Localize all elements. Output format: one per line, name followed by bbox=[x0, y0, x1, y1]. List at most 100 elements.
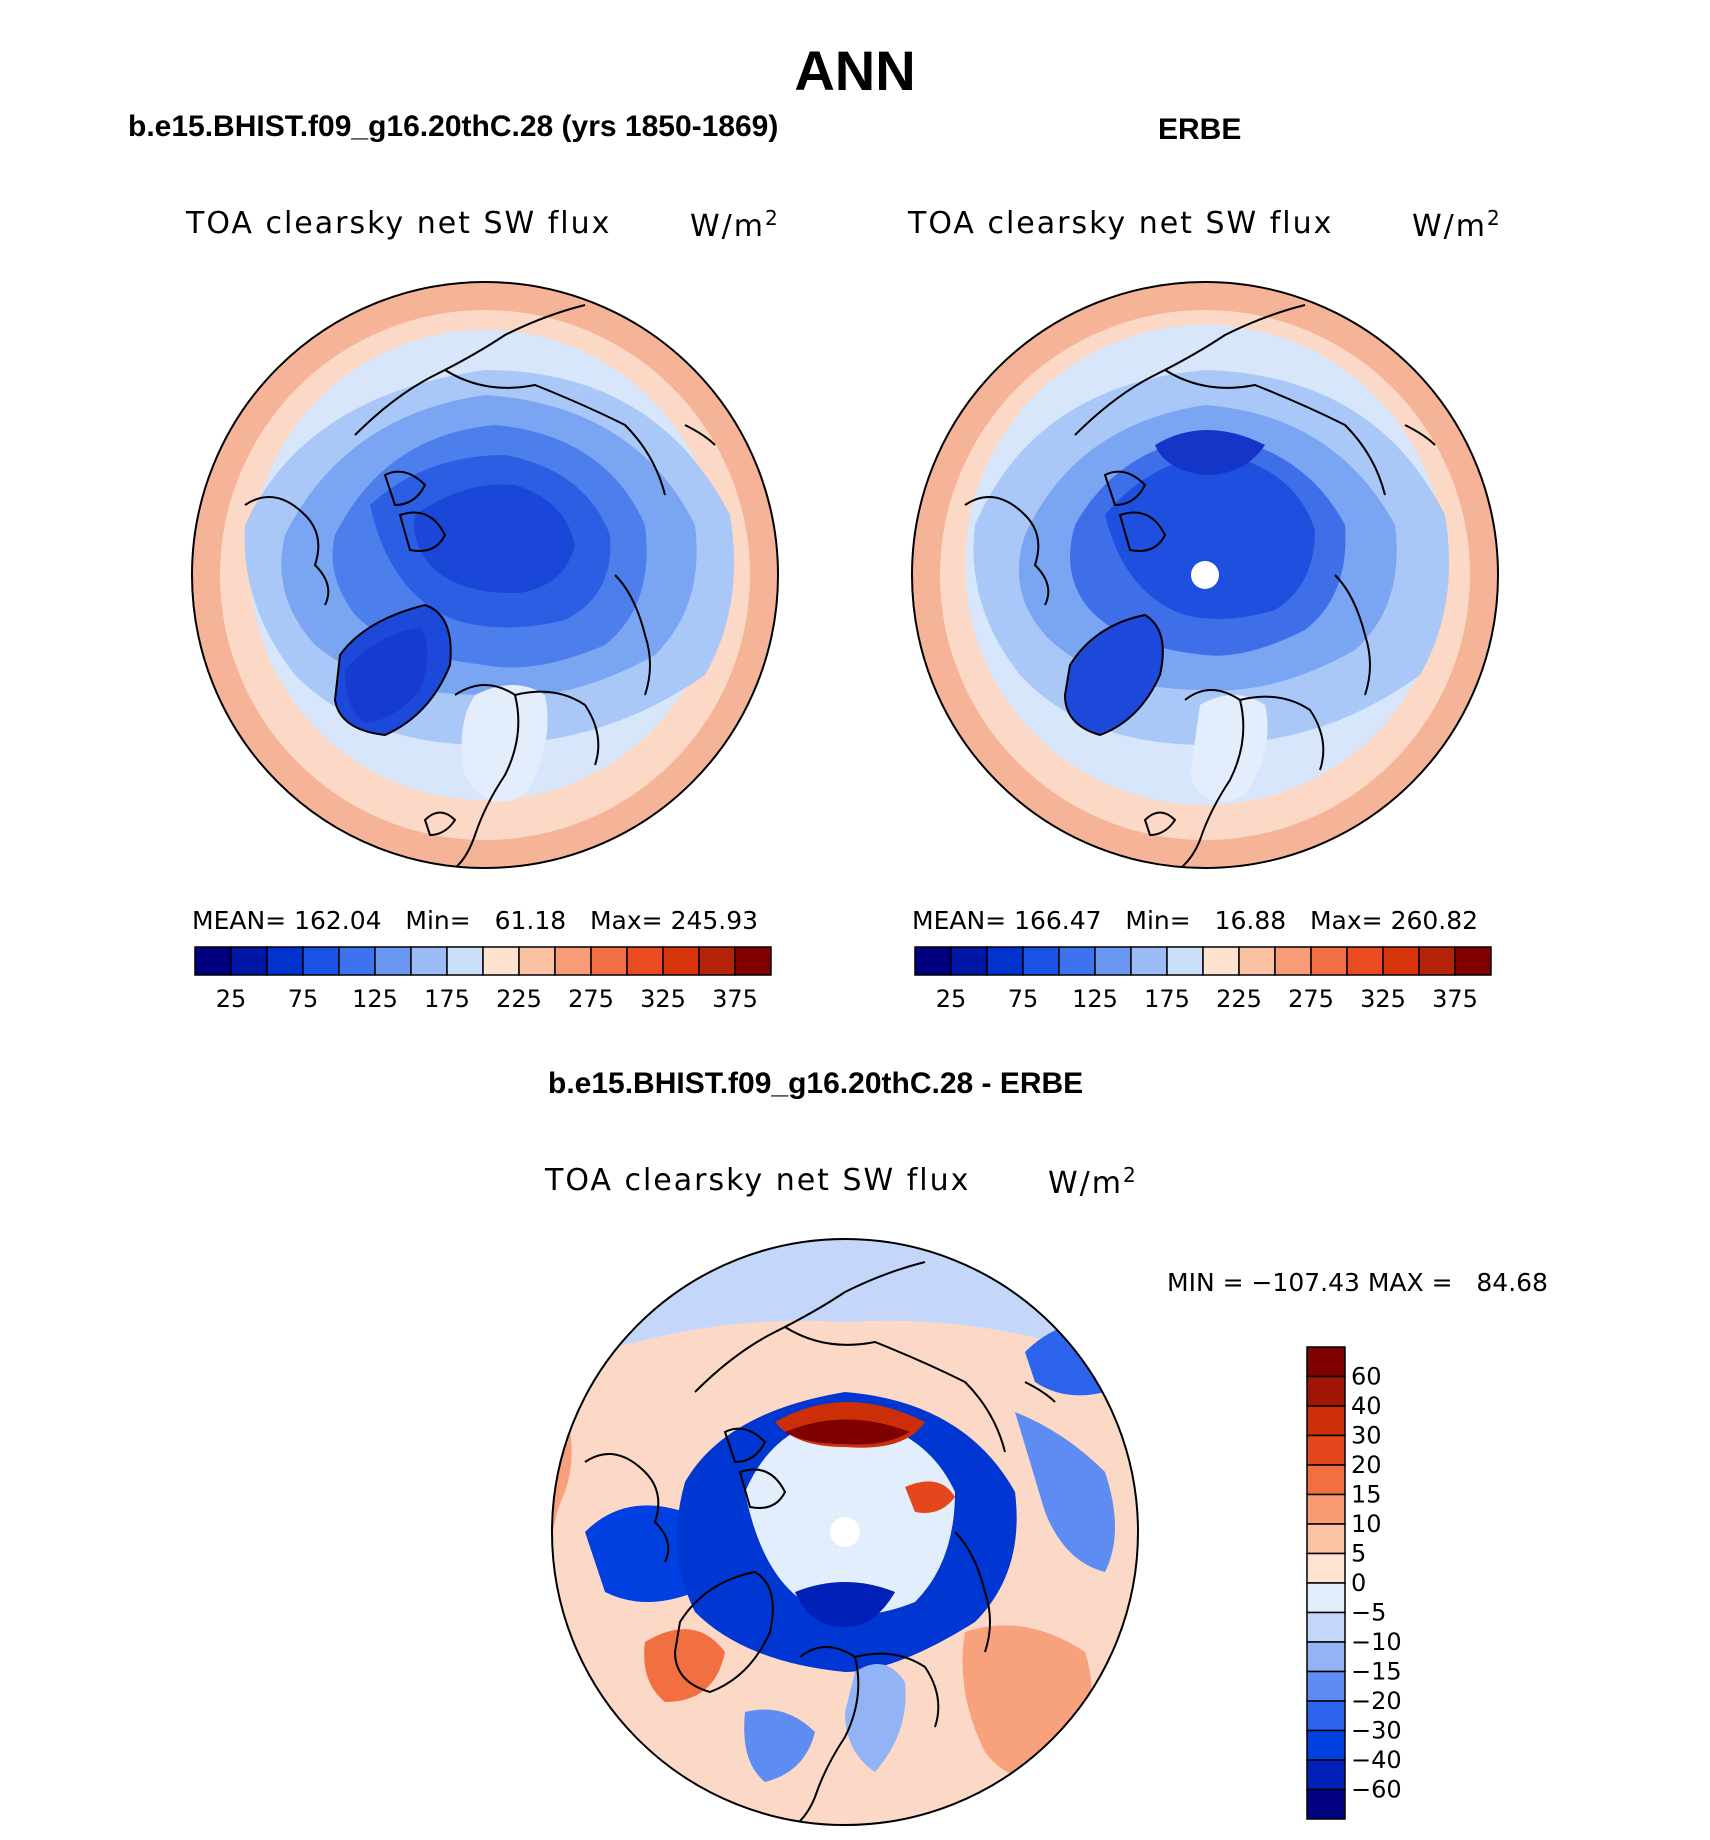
colorbar-tick-label: −60 bbox=[1351, 1776, 1402, 1804]
colorbar-swatch bbox=[1094, 946, 1132, 976]
colorbar-swatch bbox=[1306, 1434, 1346, 1466]
colorbar-tick-label: 325 bbox=[1360, 985, 1406, 1013]
colorbar-tick-label: 375 bbox=[1432, 985, 1478, 1013]
colorbar-swatch bbox=[1306, 1346, 1346, 1378]
colorbar-tick-label: 125 bbox=[1072, 985, 1118, 1013]
colorbar-swatch bbox=[1310, 946, 1348, 976]
colorbar-tick-label: 125 bbox=[352, 985, 398, 1013]
colorbar-swatch bbox=[1418, 946, 1456, 976]
difference-variable-label: TOA clearsky net SW flux bbox=[545, 1163, 971, 1198]
colorbar-tick-label: 10 bbox=[1351, 1510, 1382, 1538]
colorbar-swatch bbox=[194, 946, 232, 976]
model-colorbar: 25 75 125 175 225 275 325 375 bbox=[194, 946, 772, 1013]
difference-minmax: MIN = −107.43 MAX = 84.68 bbox=[1167, 1268, 1548, 1297]
colorbar-swatch bbox=[338, 946, 376, 976]
colorbar-swatch bbox=[1306, 1405, 1346, 1437]
colorbar-swatch bbox=[1306, 1759, 1346, 1791]
model-polar-map bbox=[191, 281, 779, 869]
colorbar-swatch bbox=[914, 946, 952, 976]
colorbar-swatch bbox=[410, 946, 448, 976]
colorbar-tick-label: −20 bbox=[1351, 1687, 1402, 1715]
colorbar-tick-label: 20 bbox=[1351, 1451, 1382, 1479]
colorbar-swatch bbox=[698, 946, 736, 976]
colorbar-swatch bbox=[986, 946, 1024, 976]
model-case-title: b.e15.BHIST.f09_g16.20thC.28 (yrs 1850-1… bbox=[128, 110, 779, 143]
colorbar-swatch bbox=[1306, 1523, 1346, 1555]
obs-polar-map bbox=[911, 281, 1499, 869]
colorbar-swatch bbox=[1346, 946, 1384, 976]
coastline-icon bbox=[584, 1261, 1056, 1825]
colorbar-tick-label: 275 bbox=[1288, 985, 1334, 1013]
obs-variable-label: TOA clearsky net SW flux bbox=[908, 206, 1334, 241]
colorbar-swatch bbox=[1306, 1641, 1346, 1673]
colorbar-swatch bbox=[554, 946, 592, 976]
colorbar-tick-label: 5 bbox=[1351, 1540, 1366, 1568]
colorbar-swatch bbox=[1022, 946, 1060, 976]
colorbar-swatch bbox=[734, 946, 772, 976]
colorbar-tick-label: −30 bbox=[1351, 1717, 1402, 1745]
coastline-icon bbox=[964, 304, 1436, 868]
colorbar-swatch bbox=[1306, 1729, 1346, 1761]
difference-polar-map bbox=[551, 1238, 1139, 1826]
colorbar-tick-label: −10 bbox=[1351, 1628, 1402, 1656]
colorbar-swatch bbox=[230, 946, 268, 976]
colorbar-swatch bbox=[1306, 1788, 1346, 1820]
colorbar-swatch bbox=[1306, 1700, 1346, 1732]
colorbar-tick-label: 15 bbox=[1351, 1481, 1382, 1509]
colorbar-tick-label: 375 bbox=[712, 985, 758, 1013]
colorbar-tick-label: 60 bbox=[1351, 1363, 1382, 1391]
colorbar-swatch bbox=[1306, 1670, 1346, 1702]
colorbar-swatch bbox=[374, 946, 412, 976]
colorbar-tick-label: −15 bbox=[1351, 1658, 1402, 1686]
colorbar-tick-label: 25 bbox=[216, 985, 247, 1013]
colorbar-tick-label: 0 bbox=[1351, 1569, 1366, 1597]
colorbar-tick-label: 275 bbox=[568, 985, 614, 1013]
colorbar-swatch bbox=[626, 946, 664, 976]
colorbar-swatch bbox=[1306, 1375, 1346, 1407]
colorbar-tick-label: 175 bbox=[424, 985, 470, 1013]
colorbar-swatch bbox=[1166, 946, 1204, 976]
obs-colorbar: 25 75 125 175 225 275 325 375 bbox=[914, 946, 1492, 1013]
colorbar-swatch bbox=[1382, 946, 1420, 976]
colorbar-swatch bbox=[1306, 1582, 1346, 1614]
colorbar-tick-label: −5 bbox=[1351, 1599, 1386, 1627]
colorbar-tick-label: 175 bbox=[1144, 985, 1190, 1013]
colorbar-swatch bbox=[662, 946, 700, 976]
colorbar-tick-label: 25 bbox=[936, 985, 967, 1013]
colorbar-swatch bbox=[1306, 1552, 1346, 1584]
difference-case-title: b.e15.BHIST.f09_g16.20thC.28 - ERBE bbox=[548, 1067, 1084, 1100]
colorbar-swatch bbox=[1306, 1611, 1346, 1643]
difference-units-label: W/m2 bbox=[1048, 1163, 1138, 1201]
colorbar-swatch bbox=[266, 946, 304, 976]
model-variable-label: TOA clearsky net SW flux bbox=[186, 206, 612, 241]
colorbar-swatch bbox=[950, 946, 988, 976]
colorbar-tick-label: 40 bbox=[1351, 1392, 1382, 1420]
colorbar-swatch bbox=[1454, 946, 1492, 976]
colorbar-swatch bbox=[1202, 946, 1240, 976]
colorbar-swatch bbox=[518, 946, 556, 976]
colorbar-swatch bbox=[1274, 946, 1312, 976]
colorbar-tick-label: 325 bbox=[640, 985, 686, 1013]
colorbar-tick-label: 225 bbox=[1216, 985, 1262, 1013]
coastline-icon bbox=[244, 304, 716, 868]
colorbar-tick-label: −40 bbox=[1351, 1746, 1402, 1774]
model-stats: MEAN= 162.04 Min= 61.18 Max= 245.93 bbox=[192, 906, 759, 935]
colorbar-swatch bbox=[1238, 946, 1276, 976]
colorbar-swatch bbox=[590, 946, 628, 976]
model-units-label: W/m2 bbox=[690, 206, 780, 244]
colorbar-tick-label: 75 bbox=[1008, 985, 1039, 1013]
colorbar-swatch bbox=[482, 946, 520, 976]
figure-title: ANN bbox=[794, 39, 916, 102]
colorbar-swatch bbox=[1306, 1493, 1346, 1525]
colorbar-tick-label: 30 bbox=[1351, 1422, 1382, 1450]
colorbar-tick-label: 75 bbox=[288, 985, 319, 1013]
colorbar-swatch bbox=[1058, 946, 1096, 976]
colorbar-tick-label: 225 bbox=[496, 985, 542, 1013]
colorbar-swatch bbox=[446, 946, 484, 976]
obs-units-label: W/m2 bbox=[1412, 206, 1502, 244]
obs-stats: MEAN= 166.47 Min= 16.88 Max= 260.82 bbox=[912, 906, 1479, 935]
colorbar-swatch bbox=[1130, 946, 1168, 976]
colorbar-swatch bbox=[1306, 1464, 1346, 1496]
obs-case-title: ERBE bbox=[1158, 113, 1242, 146]
